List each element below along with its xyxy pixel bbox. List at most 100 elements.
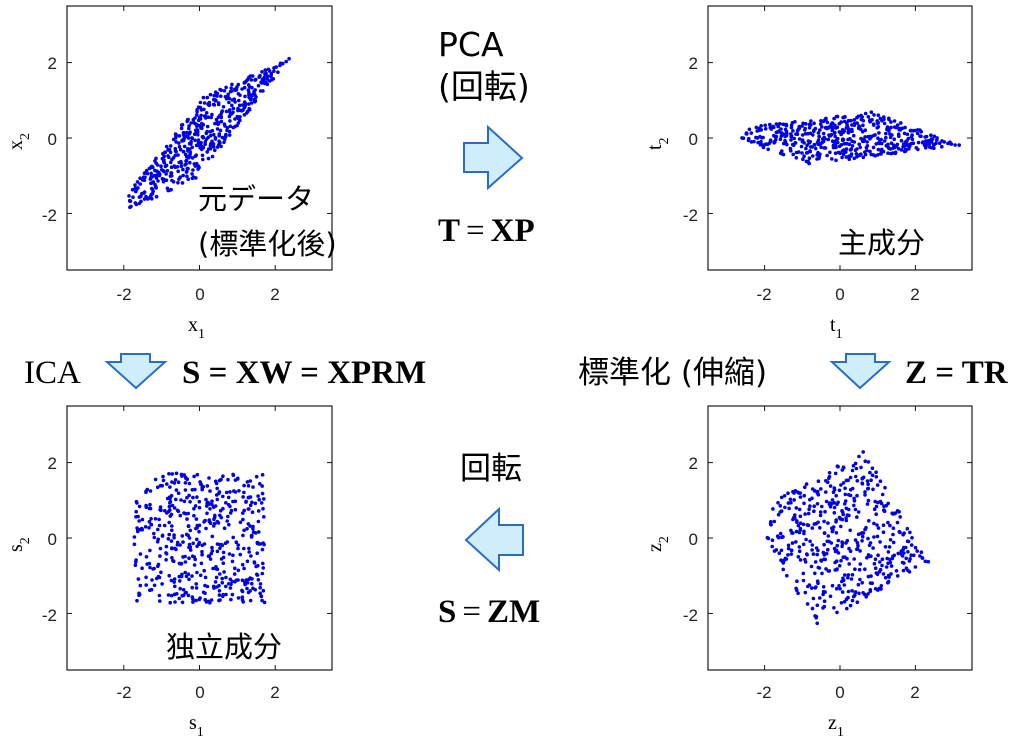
- scatter-point: [134, 560, 138, 564]
- scatter-point: [173, 146, 178, 151]
- scatter-point: [175, 165, 180, 169]
- scatter-point: [828, 594, 833, 599]
- scatter-point: [870, 473, 875, 478]
- scatter-point: [287, 56, 291, 61]
- scatter-point: [170, 546, 174, 551]
- scatter-point: [800, 133, 805, 137]
- scatter-point: [803, 132, 808, 136]
- scatter-point: [201, 157, 205, 162]
- scatter-point: [842, 600, 847, 604]
- scatter-point: [136, 577, 141, 581]
- scatter-point: [219, 94, 223, 98]
- scatter-point: [847, 157, 851, 161]
- scatter-point: [855, 479, 860, 483]
- scatter-point: [208, 146, 213, 151]
- scatter-point: [257, 530, 261, 534]
- scatter-point: [247, 495, 251, 500]
- scatter-point: [160, 582, 164, 586]
- scatter-point: [844, 506, 849, 511]
- scatter-point: [190, 574, 194, 578]
- scatter-point: [206, 599, 211, 604]
- scatter-point: [807, 125, 812, 130]
- scatter-point: [185, 119, 189, 124]
- scatter-point: [869, 478, 873, 483]
- scatter-point: [886, 142, 890, 147]
- scatter-point: [832, 501, 836, 505]
- scatter-point: [771, 507, 775, 511]
- scatter-point: [236, 116, 241, 121]
- scatter-point: [221, 550, 226, 555]
- scatter-point: [185, 166, 190, 171]
- scatter-point: [881, 572, 886, 576]
- scatter-point: [170, 524, 174, 528]
- scatter-point: [224, 490, 229, 495]
- scatter-point: [840, 544, 844, 549]
- scatter-point: [188, 160, 192, 165]
- scatter-point: [202, 542, 207, 546]
- scatter-point: [211, 566, 215, 571]
- scatter-point: [766, 147, 770, 152]
- scatter-point: [183, 481, 188, 485]
- scatter-point: [848, 549, 853, 553]
- scatter-point: [208, 507, 212, 511]
- scatter-point: [210, 112, 214, 117]
- scatter-point: [164, 172, 168, 176]
- scatter-point: [852, 118, 857, 122]
- scatter-point: [759, 139, 763, 144]
- scatter-point: [147, 166, 152, 171]
- scatter-point: [144, 583, 148, 587]
- scatter-point: [858, 549, 862, 553]
- scatter-point: [768, 125, 773, 130]
- xtick-label: 2: [910, 285, 919, 304]
- scatter-point: [229, 597, 233, 602]
- scatter-point: [172, 164, 177, 168]
- scatter-point: [825, 153, 829, 158]
- scatter-point: [247, 550, 251, 554]
- scatter-point: [258, 582, 263, 586]
- scatter-point: [197, 123, 201, 128]
- ytick-label: 2: [689, 54, 698, 73]
- scatter-point: [863, 567, 867, 571]
- scatter-point: [849, 147, 854, 151]
- scatter-point: [790, 531, 794, 535]
- scatter-point: [878, 560, 882, 564]
- scatter-point: [233, 566, 237, 571]
- scatter-point: [161, 474, 165, 479]
- scatter-point: [156, 562, 161, 567]
- scatter-point: [169, 187, 173, 192]
- scatter-point: [228, 511, 233, 515]
- scatter-point: [840, 517, 845, 522]
- scatter-point: [240, 595, 245, 599]
- scatter-point: [782, 494, 787, 498]
- scatter-point: [135, 598, 139, 603]
- scatter-point: [821, 131, 826, 136]
- scatter-point: [857, 125, 862, 129]
- scatter-point: [855, 115, 859, 120]
- scatter-point: [212, 132, 216, 137]
- scatter-point: [201, 590, 206, 595]
- y-axis-label: x2: [5, 133, 33, 150]
- scatter-point: [216, 102, 221, 107]
- scatter-point: [149, 522, 153, 527]
- scatter-point: [221, 592, 225, 597]
- scatter-point: [872, 113, 876, 117]
- scatter-point: [832, 131, 837, 135]
- scatter-point: [202, 101, 207, 105]
- scatter-point: [269, 78, 274, 82]
- scatter-point: [156, 527, 160, 532]
- scatter-point: [789, 149, 793, 153]
- scatter-point: [909, 129, 914, 133]
- scatter-point: [878, 567, 883, 572]
- scatter-point: [784, 557, 789, 561]
- scatter-point: [818, 513, 823, 518]
- scatter-point: [794, 529, 799, 534]
- scatter-point: [217, 593, 222, 597]
- scatter-point: [826, 569, 831, 573]
- scatter-point: [237, 489, 241, 493]
- scatter-point: [169, 171, 173, 175]
- ytick-label: 2: [689, 454, 698, 473]
- scatter-point: [253, 587, 257, 592]
- scatter-point: [880, 563, 884, 568]
- y-axis-label: s2: [5, 537, 33, 552]
- scatter-point: [195, 495, 199, 499]
